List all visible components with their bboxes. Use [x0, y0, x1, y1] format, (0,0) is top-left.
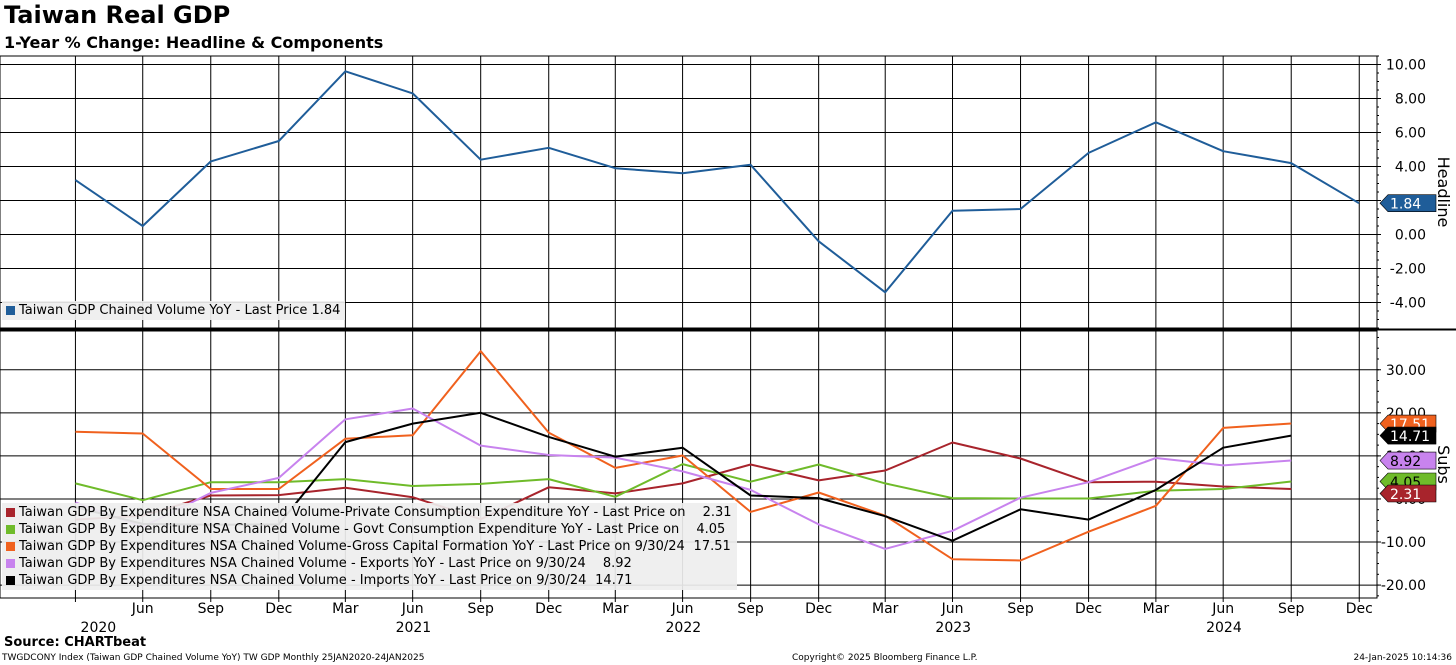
x-tick-label: Dec — [1075, 601, 1102, 617]
x-tick-label: Dec — [805, 601, 832, 617]
x-year-label: 2023 — [935, 620, 971, 636]
x-tick-label: Dec — [265, 601, 292, 617]
bottom-series-3-marker — [1379, 451, 1437, 470]
x-tick-label: Sep — [1278, 601, 1305, 617]
legend-swatch — [6, 306, 15, 315]
y-tick-label: -2.00 — [1390, 262, 1426, 278]
x-year-label: 2024 — [1206, 620, 1242, 636]
x-tick-label: Sep — [1007, 601, 1034, 617]
x-tick-label: Jun — [1211, 601, 1234, 617]
legend-swatch — [6, 525, 15, 534]
x-year-label: 2020 — [81, 620, 117, 636]
legend-item: Taiwan GDP By Expenditures NSA Chained V… — [6, 555, 732, 572]
x-tick-label: Jun — [671, 601, 694, 617]
legend-swatch — [6, 508, 15, 517]
x-tick-label: Mar — [602, 601, 629, 617]
y-tick-label: -4.00 — [1390, 296, 1426, 312]
y-tick-label: -20.00 — [1381, 578, 1426, 594]
footer-copyright: Copyright© 2025 Bloomberg Finance L.P. — [792, 653, 978, 663]
bottom-series-0-marker — [1379, 484, 1437, 503]
chart-title: Taiwan Real GDP — [4, 1, 231, 29]
legend-item: Taiwan GDP By Expenditure NSA Chained Vo… — [6, 521, 732, 538]
bottom-legend: Taiwan GDP By Expenditure NSA Chained Vo… — [2, 503, 737, 590]
headline-marker — [1379, 194, 1437, 213]
x-tick-label: Jun — [401, 601, 424, 617]
legend-label: Taiwan GDP Chained Volume YoY - Last Pri… — [19, 303, 341, 318]
legend-label: Taiwan GDP By Expenditures NSA Chained V… — [19, 573, 587, 588]
y-tick-label: -10.00 — [1381, 535, 1426, 551]
x-year-label: 2022 — [666, 620, 702, 636]
footer-timestamp: 24-Jan-2025 10:14:36 — [1353, 653, 1452, 663]
y-tick-label: 6.00 — [1395, 126, 1426, 142]
y-tick-label: 30.00 — [1386, 363, 1426, 379]
legend-swatch — [6, 576, 15, 585]
bottom-series-2 — [75, 350, 1292, 562]
legend-value: 8.92 — [602, 556, 632, 571]
footer-ticker: TWGDCONY Index (Taiwan GDP Chained Volum… — [2, 653, 425, 663]
legend-item: Taiwan GDP By Expenditure NSA Chained Vo… — [6, 504, 732, 521]
x-tick-label: Mar — [332, 601, 359, 617]
bottom-series-3 — [75, 407, 1292, 550]
bottom-series-0-marker-label: 2.31 — [1390, 487, 1421, 503]
headline-marker-label: 1.84 — [1390, 197, 1421, 213]
x-tick-label: Jun — [131, 601, 154, 617]
top-y-axis-title: Headline — [1434, 157, 1453, 228]
bottom-series-3-marker-label: 8.92 — [1390, 454, 1421, 470]
legend-item: Taiwan GDP Chained Volume YoY - Last Pri… — [6, 302, 340, 319]
top-plot-frame — [0, 55, 1378, 329]
chart-subtitle: 1-Year % Change: Headline & Components — [4, 33, 384, 52]
legend-swatch — [6, 542, 15, 551]
bottom-y-axis-title: Subs — [1434, 445, 1453, 484]
y-tick-label: 0.00 — [1395, 228, 1426, 244]
legend-label: Taiwan GDP By Expenditure NSA Chained Vo… — [19, 522, 680, 537]
legend-swatch — [6, 559, 15, 568]
legend-label: Taiwan GDP By Expenditures NSA Chained V… — [19, 556, 586, 571]
x-tick-label: Mar — [1143, 601, 1170, 617]
legend-label: Taiwan GDP By Expenditures NSA Chained V… — [19, 539, 685, 554]
legend-value: 4.05 — [696, 522, 726, 537]
bottom-series-4-marker — [1379, 426, 1437, 445]
x-tick-label: Sep — [467, 601, 494, 617]
legend-label: Taiwan GDP By Expenditure NSA Chained Vo… — [19, 505, 686, 520]
bottom-series-4-marker-label: 14.71 — [1390, 429, 1430, 445]
y-tick-label: 4.00 — [1395, 160, 1426, 176]
x-tick-label: Sep — [737, 601, 764, 617]
y-tick-label: 8.00 — [1395, 92, 1426, 108]
x-tick-label: Dec — [535, 601, 562, 617]
y-tick-label: 10.00 — [1386, 58, 1426, 74]
top-series-0 — [74, 70, 1360, 294]
source-note: Source: CHARTbeat — [4, 635, 147, 650]
legend-item: Taiwan GDP By Expenditures NSA Chained V… — [6, 538, 732, 555]
legend-value: 14.71 — [595, 573, 633, 588]
x-tick-label: Sep — [198, 601, 225, 617]
legend-value: 17.51 — [693, 539, 731, 554]
x-tick-label: Jun — [941, 601, 964, 617]
x-tick-label: Mar — [872, 601, 899, 617]
top-legend: Taiwan GDP Chained Volume YoY - Last Pri… — [2, 301, 346, 320]
legend-item: Taiwan GDP By Expenditures NSA Chained V… — [6, 572, 732, 589]
legend-value: 2.31 — [702, 505, 732, 520]
x-year-label: 2021 — [396, 620, 432, 636]
bottom-series-1 — [75, 463, 1292, 502]
x-tick-label: Dec — [1346, 601, 1373, 617]
